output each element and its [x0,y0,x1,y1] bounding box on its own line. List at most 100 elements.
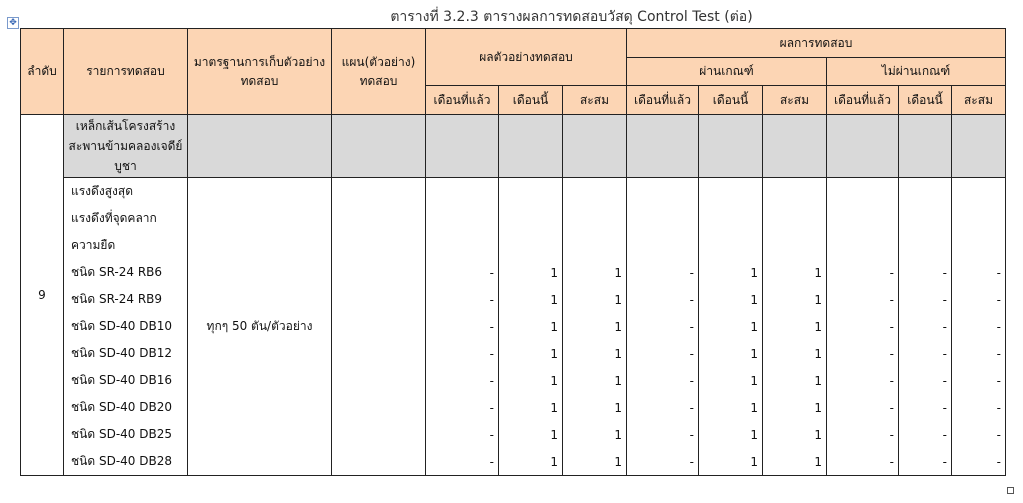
value-cell: - [826,394,899,421]
test-item: แรงดึงที่จุดคลาก [63,205,188,232]
value-cell: - [626,286,699,313]
header-standard: มาตรฐานการเก็บตัวอย่างทดสอบ [187,28,332,115]
value-cell [626,232,699,259]
value-cell: - [951,259,1006,286]
value-cell: - [826,448,899,476]
value-cell: - [626,259,699,286]
value-cell: - [898,394,952,421]
test-item: ชนิด SD-40 DB10 [63,313,188,340]
value-cell [562,205,627,232]
value-cell [498,177,563,205]
value-cell [762,205,827,232]
value-cell: 1 [762,367,827,394]
value-cell: 1 [498,259,563,286]
value-cell: 1 [498,394,563,421]
test-item: ชนิด SD-40 DB28 [63,448,188,476]
plan-cell [331,177,426,476]
value-cell: 1 [698,421,763,448]
value-cell [562,177,627,205]
header-sample-result: ผลตัวอย่างทดสอบ [425,28,627,86]
table-row: ชนิด SR-24 RB6-1 1-1 1- - - [21,259,1006,286]
value-cell: - [826,340,899,367]
value-cell [898,205,952,232]
value-cell: 1 [762,313,827,340]
test-item: ชนิด SD-40 DB12 [63,340,188,367]
value-cell: 1 [698,340,763,367]
value-cell: - [425,367,499,394]
test-item: ชนิด SR-24 RB6 [63,259,188,286]
value-cell: - [898,286,952,313]
table-row: ชนิด SD-40 DB20-1 1-1 1- - - [21,394,1006,421]
value-cell: - [898,421,952,448]
value-cell [826,177,899,205]
value-cell [951,177,1006,205]
value-cell: 1 [498,421,563,448]
value-cell [826,232,899,259]
value-cell: - [951,367,1006,394]
value-cell: - [898,259,952,286]
value-cell: - [898,367,952,394]
value-cell: 1 [562,421,627,448]
value-cell: - [425,421,499,448]
header-prev: เดือนที่แล้ว [826,85,899,115]
header-this: เดือนนี้ [498,85,563,115]
table-caption: ตารางที่ 3.2.3 ตารางผลการทดสอบวัสดุ Cont… [390,9,753,25]
table-move-handle-icon[interactable]: ✥ [7,17,19,29]
value-cell: 1 [562,340,627,367]
table-row: ความยืด [21,232,1006,259]
value-cell: 1 [562,259,627,286]
table-row: ชนิด SD-40 DB28-1 1-1 1- - - [21,448,1006,476]
test-item: ความยืด [63,232,188,259]
value-cell: - [826,367,899,394]
table-row: ชนิด SD-40 DB12-1 1-1 1- - - [21,340,1006,367]
test-item: ชนิด SD-40 DB16 [63,367,188,394]
value-cell: 1 [498,313,563,340]
value-cell [762,177,827,205]
header-cum: สะสม [951,85,1006,115]
value-cell [951,232,1006,259]
header-fail: ไม่ผ่านเกณฑ์ [826,57,1006,86]
value-cell: 1 [498,286,563,313]
value-cell: - [425,394,499,421]
value-cell [698,177,763,205]
value-cell: 1 [498,367,563,394]
value-cell [626,177,699,205]
header-plan: แผน(ตัวอย่าง) ทดสอบ [331,28,426,115]
value-cell: - [826,286,899,313]
value-cell [498,205,563,232]
value-cell [826,205,899,232]
header-pass: ผ่านเกณฑ์ [626,57,827,86]
value-cell [425,232,499,259]
header-prev: เดือนที่แล้ว [425,85,499,115]
value-cell [562,232,627,259]
value-cell [898,177,952,205]
table-resize-handle[interactable] [1007,487,1014,494]
value-cell [762,232,827,259]
value-cell [425,177,499,205]
header-test-result: ผลการทดสอบ [626,28,1006,58]
value-cell: 1 [698,286,763,313]
table-row: ชนิด SD-40 DB10-1 1-1 1- - - [21,313,1006,340]
value-cell: - [898,340,952,367]
value-cell: - [425,313,499,340]
header-cum: สะสม [762,85,827,115]
value-cell: - [425,340,499,367]
value-cell: 1 [698,313,763,340]
table-row: แรงดึงสูงสุด ทุกๆ 50 ตัน/ตัวอย่าง [21,177,1006,476]
value-cell: 1 [562,394,627,421]
value-cell: - [425,448,499,476]
table-row: ชนิด SR-24 RB9-1 1-1 1- - - [21,286,1006,313]
value-cell: - [951,394,1006,421]
value-cell: - [826,421,899,448]
value-cell: 1 [698,259,763,286]
value-cell: - [626,421,699,448]
value-cell: 1 [698,367,763,394]
value-cell [425,205,499,232]
group-number: 9 [20,114,64,476]
value-cell: 1 [498,448,563,476]
table-row: ชนิด SD-40 DB25-1 1-1 1- - - [21,421,1006,448]
test-item: ชนิด SR-24 RB9 [63,286,188,313]
value-cell: 1 [762,340,827,367]
value-cell: - [951,313,1006,340]
value-cell: 1 [762,448,827,476]
